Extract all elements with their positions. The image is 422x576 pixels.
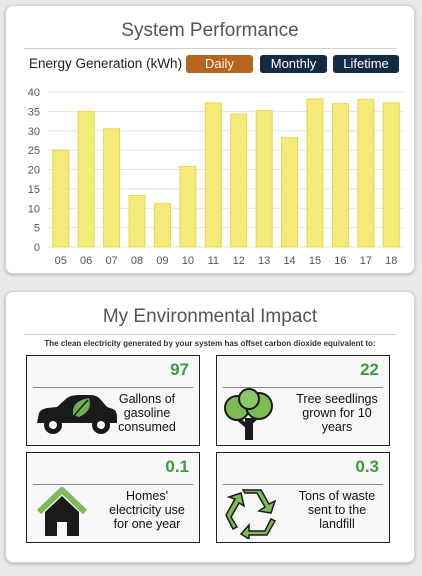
tab-monthly[interactable]: Monthly: [260, 55, 327, 73]
impact-tile-trees: 22 Tree seedlings grown for 10 years: [216, 355, 390, 446]
tile-value: 0.3: [355, 457, 379, 476]
y-tick-label: 15: [28, 184, 40, 196]
tree-icon: [221, 388, 277, 447]
tile-label: Tons of waste sent to the landfill: [298, 489, 376, 531]
x-tick-label: 15: [309, 255, 321, 267]
tile-label: Gallons of gasoline consumed: [118, 392, 176, 434]
x-tick-label: 16: [334, 255, 346, 267]
car-leaf-icon: [33, 389, 119, 442]
x-tick-label: 12: [233, 255, 245, 267]
x-tick-label: 09: [156, 255, 168, 267]
environmental-impact-card: My Environmental Impact The clean electr…: [5, 291, 415, 563]
y-tick-label: 40: [28, 87, 40, 99]
y-tick-label: 5: [34, 223, 40, 235]
bar-18[interactable]: [382, 102, 400, 248]
x-tick-label: 10: [182, 255, 194, 267]
bar-13[interactable]: [255, 110, 273, 248]
bar-07[interactable]: [103, 128, 121, 248]
bar-06[interactable]: [77, 110, 95, 248]
x-tick-label: 13: [258, 255, 270, 267]
bar-16[interactable]: [331, 103, 349, 248]
tile-divider: [33, 387, 193, 388]
tile-value: 22: [360, 360, 379, 379]
impact-subtitle: The clean electricity generated by your …: [44, 339, 376, 348]
y-tick-label: 30: [28, 126, 40, 138]
recycle-icon: [223, 487, 279, 544]
bar-17[interactable]: [357, 98, 375, 248]
bar-15[interactable]: [306, 98, 324, 248]
tab-lifetime[interactable]: Lifetime: [333, 55, 399, 73]
tile-value: 97: [170, 360, 189, 379]
bar-09[interactable]: [153, 203, 171, 248]
home-icon: [35, 486, 89, 543]
environment-title: My Environmental Impact: [24, 302, 396, 335]
tile-divider: [223, 484, 383, 485]
x-tick-label: 07: [105, 255, 117, 267]
impact-tile-gasoline: 97 Gallons of gasoline consumed: [26, 355, 200, 446]
tile-label: Tree seedlings grown for 10 years: [296, 392, 378, 434]
x-tick-label: 08: [131, 255, 143, 267]
x-tick-label: 05: [55, 255, 67, 267]
bar-05[interactable]: [52, 149, 70, 248]
bar-08[interactable]: [128, 194, 146, 248]
impact-tile-homes: 0.1 Homes' electricity use for one year: [26, 452, 200, 543]
tile-divider: [33, 484, 193, 485]
x-tick-label: 17: [360, 255, 372, 267]
y-tick-label: 25: [28, 145, 40, 157]
y-tick-label: 20: [28, 165, 40, 177]
tile-divider: [223, 387, 383, 388]
x-tick-label: 18: [385, 255, 397, 267]
system-performance-card: System Performance Energy Generation (kW…: [5, 5, 415, 274]
bar-14[interactable]: [281, 137, 299, 248]
bar-10[interactable]: [179, 165, 197, 248]
y-tick-label: 10: [28, 203, 40, 215]
performance-title: System Performance: [24, 16, 396, 49]
x-tick-label: 06: [80, 255, 92, 267]
bar-12[interactable]: [230, 113, 248, 248]
x-tick-label: 14: [283, 255, 295, 267]
y-tick-label: 0: [34, 242, 40, 254]
y-tick-label: 35: [28, 106, 40, 118]
bar-11[interactable]: [204, 102, 222, 248]
tile-value: 0.1: [165, 457, 189, 476]
x-tick-label: 11: [208, 255, 219, 267]
impact-tile-waste: 0.3 Tons of waste sent to the landfill: [216, 452, 390, 543]
tile-label: Homes' electricity use for one year: [109, 489, 185, 531]
tab-daily[interactable]: Daily: [186, 55, 253, 73]
energy-generation-label: Energy Generation (kWh): [29, 56, 183, 71]
